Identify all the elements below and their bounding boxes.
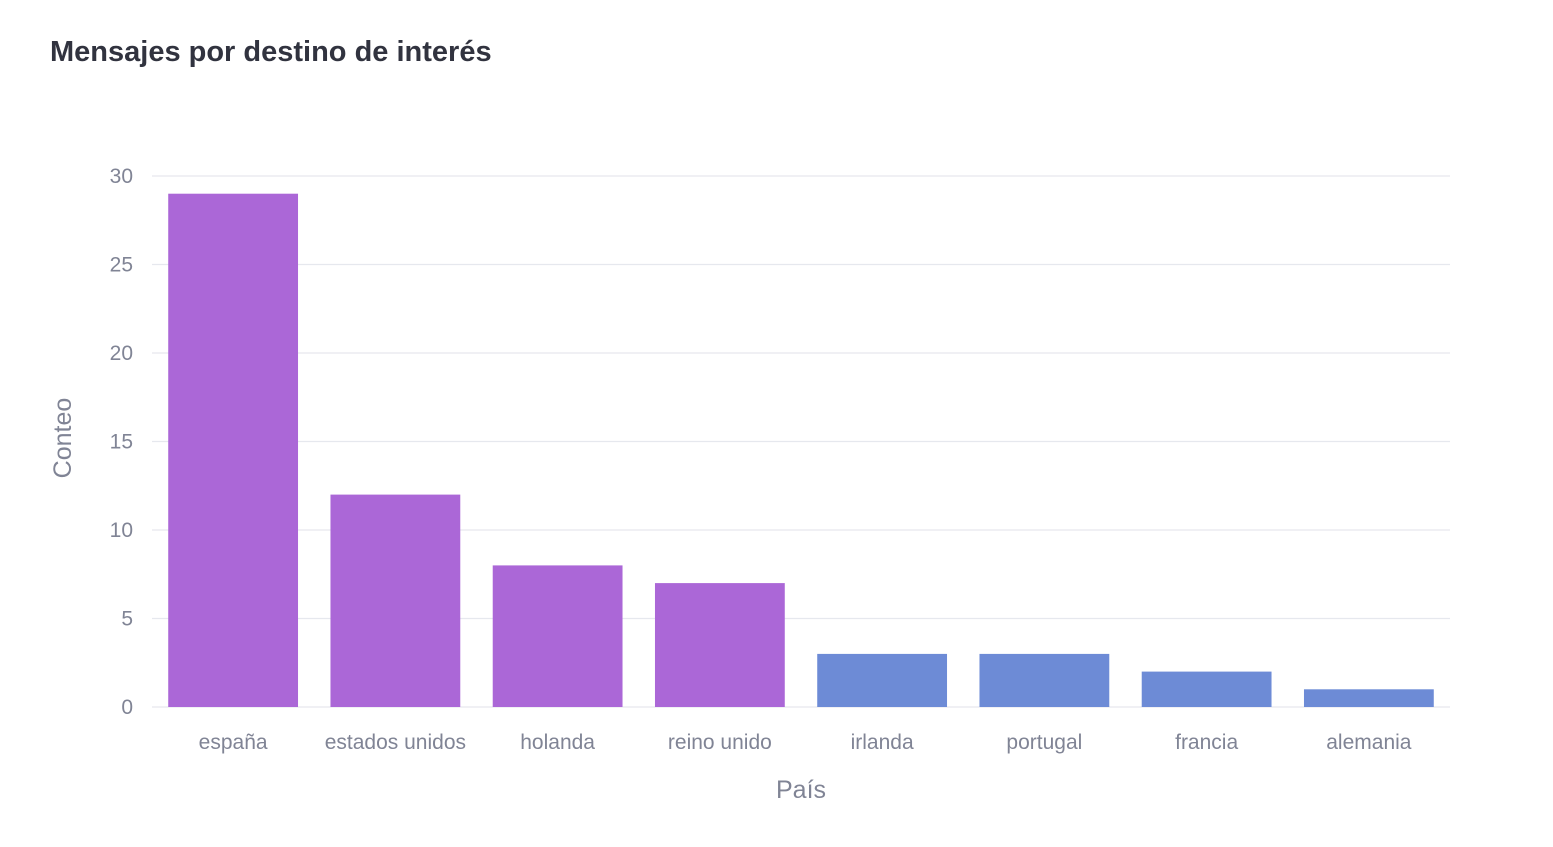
- y-tick-label: 30: [110, 165, 133, 188]
- x-axis-title: País: [776, 776, 826, 804]
- bar-portugal[interactable]: [979, 653, 1110, 707]
- y-axis-title: Conteo: [49, 398, 77, 479]
- x-tick-label: estados unidos: [325, 731, 466, 754]
- x-tick-label: irlanda: [851, 731, 914, 754]
- bar-francia[interactable]: [1141, 671, 1272, 707]
- chart-title: Mensajes por destino de interés: [50, 36, 492, 68]
- y-tick-label: 10: [110, 519, 133, 542]
- bar-holanda[interactable]: [492, 565, 623, 707]
- x-tick-label: reino unido: [668, 731, 772, 754]
- y-axis-ticks: 0 5 10 15 20 25 30: [110, 165, 133, 719]
- x-tick-label: holanda: [520, 731, 595, 754]
- y-tick-label: 20: [110, 342, 133, 365]
- x-tick-label: francia: [1175, 731, 1238, 754]
- y-tick-label: 25: [110, 254, 133, 277]
- bar-irlanda[interactable]: [817, 653, 948, 707]
- bar-españa[interactable]: [168, 193, 299, 707]
- bars: [168, 193, 1434, 707]
- x-tick-label: españa: [199, 731, 268, 754]
- bar-reino-unido[interactable]: [654, 583, 785, 707]
- x-tick-label: portugal: [1006, 731, 1082, 754]
- x-tick-label: alemania: [1326, 731, 1412, 754]
- y-tick-label: 0: [121, 696, 133, 719]
- bar-estados-unidos[interactable]: [330, 494, 461, 707]
- y-tick-label: 5: [121, 608, 133, 631]
- y-tick-label: 15: [110, 431, 133, 454]
- x-axis-ticks: españa estados unidos holanda reino unido ir…: [199, 731, 1412, 754]
- bar-alemania[interactable]: [1303, 689, 1434, 707]
